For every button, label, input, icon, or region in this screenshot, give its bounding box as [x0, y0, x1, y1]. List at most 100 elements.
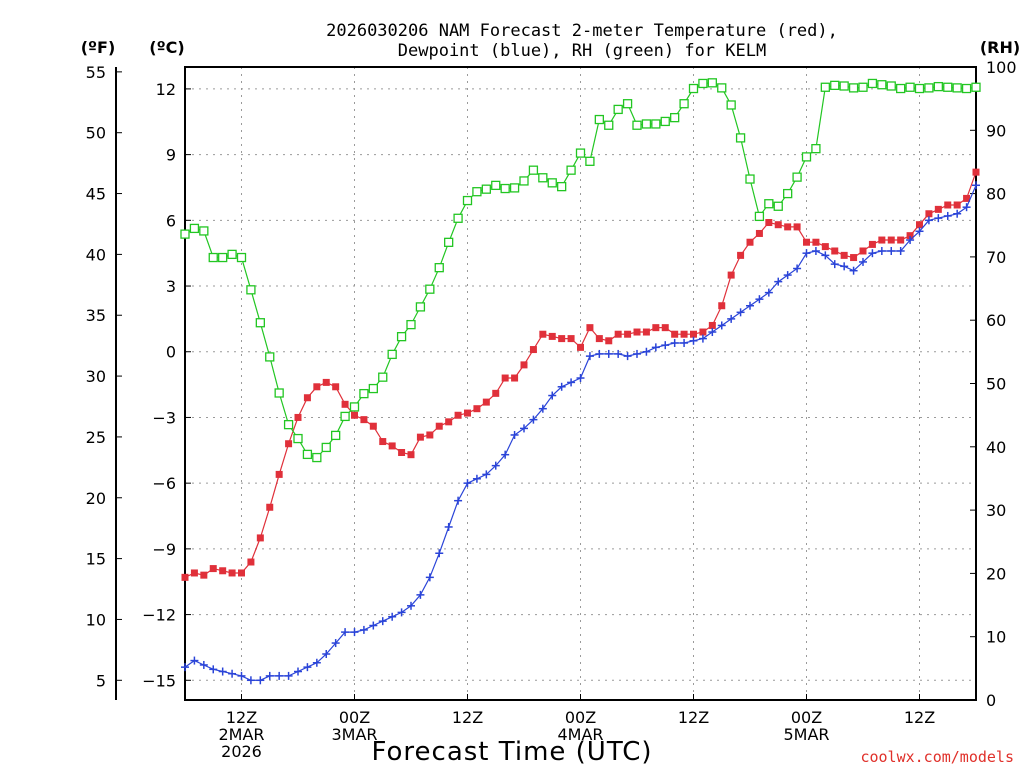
- rh-point: [396, 332, 407, 342]
- rh-point: [236, 252, 247, 263]
- dewpoint-point: [924, 216, 933, 225]
- temperature-point: [303, 394, 311, 402]
- rh-point: [500, 183, 510, 194]
- rh-point: [961, 83, 972, 94]
- rh-point: [896, 83, 906, 94]
- temperature-point: [765, 219, 773, 227]
- temperature-point: [661, 324, 669, 332]
- dewpoint-point: [896, 246, 905, 255]
- rh-point: [604, 120, 614, 130]
- dewpoint-point: [237, 671, 246, 680]
- temperature-point: [916, 221, 923, 229]
- rh-point: [481, 184, 491, 194]
- rh-point: [952, 83, 962, 93]
- temperature-point: [435, 422, 443, 430]
- dewpoint-point: [623, 352, 632, 361]
- rh-point: [538, 173, 548, 183]
- rh-point: [528, 165, 539, 175]
- temperature-point: [887, 236, 895, 244]
- rh-tick-label: 20: [986, 564, 1006, 583]
- time-tick-label: 5MAR: [783, 725, 829, 744]
- rh-point: [754, 211, 765, 222]
- time-tick-label: 00Z: [791, 708, 822, 727]
- rh-point: [886, 81, 896, 91]
- temperature-point: [859, 247, 867, 255]
- dewpoint-point: [331, 639, 340, 648]
- dewpoint-point: [727, 314, 736, 323]
- dewpoint-point: [359, 625, 368, 634]
- temperature-point: [690, 330, 697, 338]
- series-dewpoint: [181, 181, 980, 685]
- dewpoint-point: [868, 249, 877, 258]
- rh-point: [622, 99, 633, 109]
- temperature-point: [821, 243, 829, 251]
- temperature-point: [868, 240, 876, 248]
- rh-point: [839, 81, 849, 91]
- dewpoint-point: [322, 650, 331, 659]
- rh-point: [180, 229, 190, 239]
- time-tick-label: 00Z: [565, 708, 596, 727]
- temperature-point: [341, 400, 349, 408]
- chart-subtitle: Dewpoint (blue), RH (green) for KELM: [398, 41, 766, 61]
- rh-point: [340, 411, 350, 422]
- rh-point: [415, 302, 426, 312]
- celsius-tick-label: 6: [166, 211, 176, 230]
- rh-point: [387, 349, 397, 360]
- rh-point: [594, 114, 604, 125]
- rh-tick-label: 90: [986, 121, 1006, 140]
- dewpoint-point: [793, 264, 802, 273]
- time-tick-label: 12Z: [678, 708, 709, 727]
- rh-point: [557, 181, 567, 192]
- rh-point: [472, 187, 482, 197]
- fahrenheit-tick-label: 55: [86, 63, 106, 82]
- dewpoint-point: [520, 424, 528, 433]
- rh-point: [189, 223, 200, 234]
- dewpoint-point: [265, 671, 274, 680]
- rh-tick-label: 0: [986, 691, 996, 710]
- temperature-point: [699, 328, 707, 336]
- dewpoint-point: [350, 628, 359, 637]
- fahrenheit-tick-label: 50: [86, 124, 106, 143]
- dewpoint-point: [651, 343, 660, 352]
- time-tick-label: 00Z: [339, 708, 370, 727]
- dewpoint-point: [369, 621, 378, 630]
- temperature-point: [454, 411, 462, 419]
- temperature-point: [369, 422, 377, 430]
- dewpoint-point: [633, 349, 641, 358]
- temperature-point: [529, 346, 537, 354]
- dewpoint-point: [811, 246, 820, 255]
- temperature-point: [379, 438, 387, 446]
- dewpoint-point: [444, 522, 453, 531]
- temperature-point: [285, 440, 293, 448]
- temperature-point: [925, 210, 933, 218]
- dewpoint-point: [717, 321, 726, 330]
- temperature-point: [511, 374, 519, 382]
- dewpoint-point: [877, 246, 886, 255]
- temperature-point: [332, 383, 340, 391]
- rh-tick-label: 100: [986, 58, 1017, 77]
- temperature-point: [774, 221, 782, 229]
- fahrenheit-unit-label: (ºF): [81, 38, 116, 57]
- dewpoint-point: [294, 667, 302, 676]
- temperature-point: [567, 335, 575, 343]
- dewpoint-point: [341, 628, 350, 637]
- dewpoint-point: [199, 660, 208, 669]
- temperature-point: [793, 223, 801, 231]
- celsius-tick-label: −6: [152, 474, 176, 493]
- dewpoint-point: [774, 277, 783, 286]
- temperature-point: [934, 205, 942, 213]
- rh-point: [914, 83, 925, 94]
- rh-point: [905, 82, 915, 92]
- temperature-point: [831, 247, 839, 255]
- dewpoint-point: [915, 227, 924, 236]
- temperature-point: [755, 229, 763, 237]
- rh-tick-label: 80: [986, 185, 1006, 204]
- temperature-point: [473, 405, 481, 413]
- rh-point: [378, 372, 388, 382]
- rh-point: [321, 442, 331, 453]
- fahrenheit-tick-label: 10: [86, 610, 106, 629]
- rh-point: [519, 176, 529, 186]
- rh-point: [349, 402, 360, 412]
- celsius-tick-label: −12: [142, 606, 176, 625]
- fahrenheit-axis: 5 10 15 20 25 30 35 40 45 50 55: [86, 63, 122, 690]
